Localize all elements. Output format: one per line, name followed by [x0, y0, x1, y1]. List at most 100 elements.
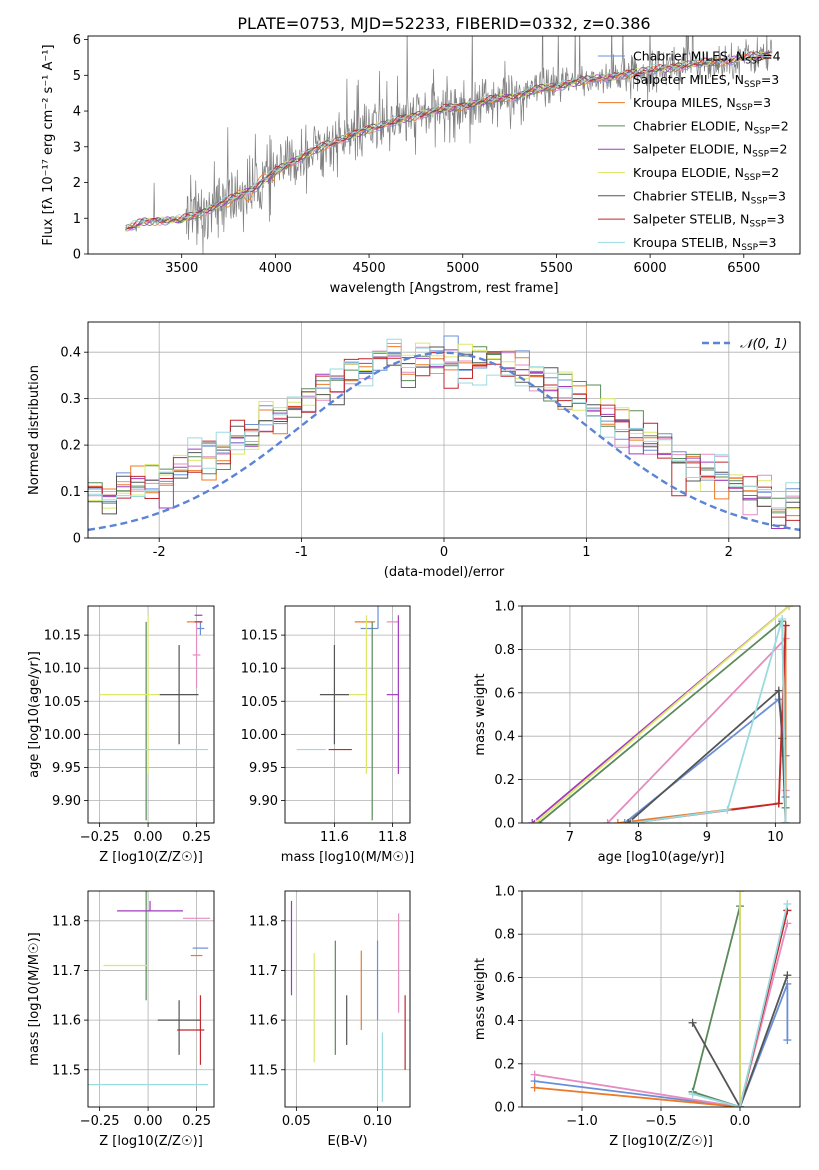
x-tick-label: −0.5 — [645, 1114, 677, 1129]
x-tick-label: 0.00 — [134, 1114, 163, 1129]
figure-title: PLATE=0753, MJD=52233, FIBERID=0332, z=0… — [237, 14, 650, 33]
y-tick-label: 0.3 — [60, 392, 81, 407]
series-line-chabrier-elodie — [691, 905, 741, 1107]
y-axis-label: age [log10(age/yr)] — [27, 651, 42, 778]
y-tick-label: 5 — [73, 69, 81, 84]
legend-label: Kroupa MILES, NSSP=3 — [633, 95, 771, 113]
y-tick-label: 0.2 — [60, 439, 81, 454]
mass-vs-Z-plot-area — [88, 891, 211, 1086]
x-axis-label: mass [log10(M/M☉)] — [281, 850, 414, 865]
x-tick-label: 3500 — [165, 261, 198, 276]
x-tick-label: −1.0 — [566, 1114, 598, 1129]
y-tick-label: 1.0 — [494, 885, 515, 900]
x-tick-label: −0.25 — [80, 1114, 120, 1129]
y-tick-label: 11.6 — [249, 1014, 278, 1029]
hist-step-kroupa-stelib — [88, 338, 800, 509]
axes-frame — [521, 890, 801, 1108]
x-axis-label: Z [log10(Z/Z☉)] — [609, 1134, 713, 1149]
series-line-kroupa-elodie — [535, 606, 790, 823]
x-tick-label: 4500 — [353, 261, 386, 276]
x-tick-label: 11.6 — [320, 830, 349, 845]
x-tick-label: 10 — [767, 830, 784, 845]
x-tick-label: 6500 — [727, 261, 760, 276]
axes-frame — [87, 605, 215, 824]
series-line-salpeter-miles — [534, 923, 789, 1107]
series-line-kroupa-stelib — [631, 618, 787, 823]
series-line-chabrier-stelib — [627, 688, 787, 823]
model-line-kroupa-stelib — [125, 51, 772, 230]
x-axis-label: Z [log10(Z/Z☉)] — [99, 1134, 203, 1149]
model-line-chabrier-stelib — [125, 51, 772, 230]
y-tick-label: 11.7 — [52, 964, 81, 979]
y-tick-label: 2 — [73, 176, 81, 191]
y-tick-label: 11.5 — [52, 1063, 81, 1078]
series-line-chabrier-stelib — [691, 974, 789, 1107]
x-tick-label: 0.25 — [182, 1114, 211, 1129]
y-tick-label: 1.0 — [494, 600, 515, 615]
y-tick-label: 9.95 — [249, 761, 278, 776]
x-tick-label: 0.10 — [363, 1114, 392, 1129]
y-tick-label: 0 — [73, 248, 81, 263]
x-axis-label: wavelength [Angstrom, rest frame] — [330, 281, 559, 296]
x-tick-label: 7 — [566, 830, 574, 845]
y-tick-label: 0.0 — [494, 1101, 515, 1116]
spectrum-plot-area — [125, 36, 773, 254]
y-tick-label: 0.6 — [494, 971, 515, 986]
mass-vs-Z-panel: −0.25 0.00 0.25 11.5 11.6 11.7 11.8 Z [log10(Z/… — [27, 890, 215, 1149]
y-tick-label: 0.0 — [494, 817, 515, 832]
x-tick-label: -2 — [153, 545, 166, 560]
y-tick-label: 10.00 — [44, 728, 81, 743]
x-axis-label: E(B-V) — [327, 1134, 367, 1149]
legend-label: Kroupa STELIB, NSSP=3 — [633, 235, 777, 253]
y-tick-label: 11.5 — [249, 1063, 278, 1078]
age-vs-mass-panel: 11.6 11.8 9.90 9.95 10.00 10.05 10.10 10.15 mass… — [241, 605, 414, 865]
y-tick-label: 10.10 — [241, 662, 278, 677]
series-line-salpeter-miles — [606, 636, 787, 823]
y-tick-label: 1 — [73, 212, 81, 227]
y-tick-label: 0.6 — [494, 686, 515, 701]
age-vs-Z-plot-area — [88, 614, 209, 821]
normal-reference-curve — [88, 351, 800, 532]
axes-frame — [87, 35, 801, 255]
x-axis-label: (data-model)/error — [384, 565, 505, 580]
spectrum-panel: 3500 4000 4500 5000 5500 6000 6500 0 1 2 3 4 5 6 wavel… — [41, 33, 801, 296]
histogram-panel: -2 -1 0 1 2 0 0.1 0.2 0.3 0.4 (data-model)/error No… — [27, 321, 801, 580]
x-tick-label: 5500 — [540, 261, 573, 276]
x-tick-label: 1 — [582, 545, 590, 560]
series-line-kroupa-stelib — [692, 903, 789, 1107]
y-tick-label: 0.2 — [494, 773, 515, 788]
axes-frame — [284, 605, 411, 824]
legend-label: Salpeter ELODIE, NSSP=2 — [633, 142, 787, 160]
x-tick-label: 2 — [725, 545, 733, 560]
x-axis-label: Z [log10(Z/Z☉)] — [99, 850, 203, 865]
x-tick-label: 9 — [703, 830, 711, 845]
y-tick-label: 11.8 — [52, 914, 81, 929]
y-tick-label: 3 — [73, 140, 81, 155]
y-tick-label: 10.00 — [241, 728, 278, 743]
y-tick-label: 0.8 — [494, 643, 515, 658]
x-tick-label: 11.8 — [378, 830, 407, 845]
x-tick-label: 4000 — [259, 261, 292, 276]
x-tick-label: 0.05 — [282, 1114, 311, 1129]
y-tick-label: 10.05 — [241, 695, 278, 710]
y-tick-label: 10.15 — [241, 629, 278, 644]
x-tick-label: -1 — [295, 545, 308, 560]
weight-vs-age-plot-area — [528, 606, 794, 823]
x-tick-label: 0.00 — [134, 830, 163, 845]
y-tick-label: 0.8 — [494, 928, 515, 943]
y-axis-label: Normed distribution — [27, 365, 42, 495]
weight-vs-Z-panel: −1.0 −0.5 0.0 0.0 0.2 0.4 0.6 0.8 1.0 Z [log10(Z/… — [473, 885, 801, 1149]
y-tick-label: 10.05 — [44, 695, 81, 710]
y-tick-label: 0 — [73, 532, 81, 547]
axes-frame — [521, 605, 801, 824]
y-tick-label: 0.1 — [60, 485, 81, 500]
y-tick-label: 0.4 — [60, 346, 81, 361]
age-vs-Z-panel: −0.25 0.00 0.25 9.90 9.95 10.00 10.05 10.10 10.1… — [27, 605, 215, 865]
x-axis-label: age [log10(age/yr)] — [598, 850, 725, 865]
y-tick-label: 10.10 — [44, 662, 81, 677]
model-line-salpeter-stelib — [125, 51, 772, 229]
x-tick-label: 0 — [440, 545, 448, 560]
weight-vs-Z-plot-area — [530, 891, 792, 1107]
y-tick-label: 11.6 — [52, 1014, 81, 1029]
